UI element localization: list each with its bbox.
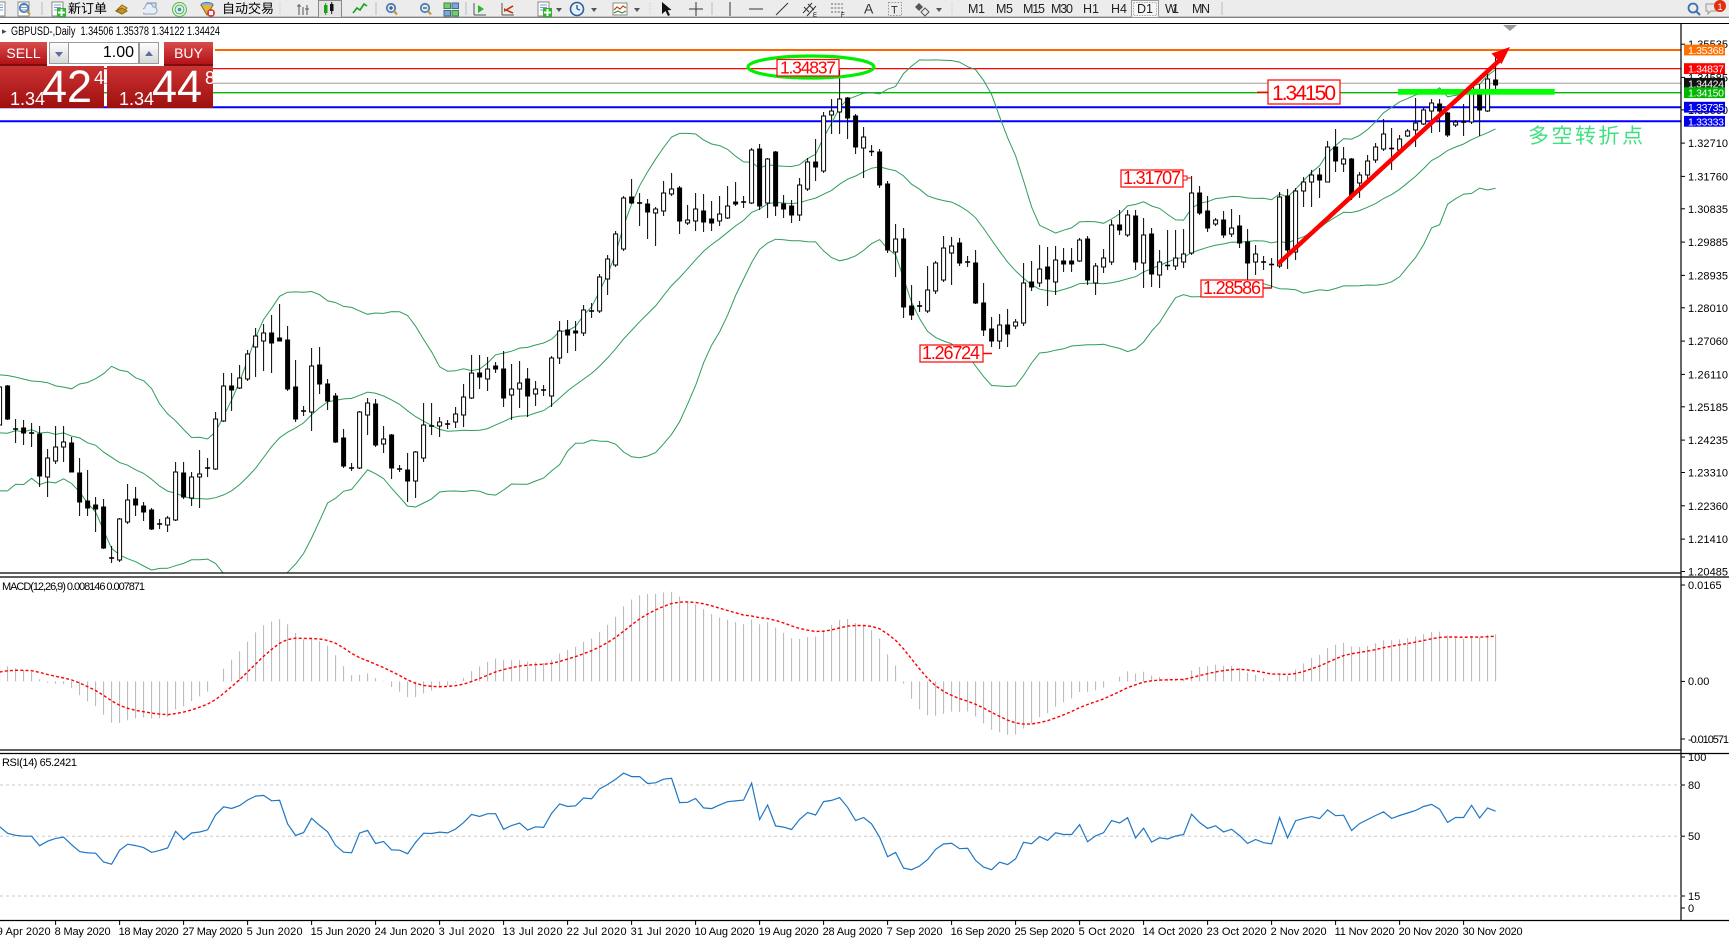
svg-text:29 Apr 2020: 29 Apr 2020 bbox=[0, 926, 51, 938]
svg-text:1.20485: 1.20485 bbox=[1688, 567, 1728, 579]
svg-text:1.34150: 1.34150 bbox=[1688, 88, 1724, 100]
svg-text:24 Jun 2020: 24 Jun 2020 bbox=[375, 926, 435, 938]
svg-text:M5: M5 bbox=[996, 2, 1013, 16]
svg-text:15 Jun 2020: 15 Jun 2020 bbox=[311, 926, 371, 938]
svg-text:16 Sep 2020: 16 Sep 2020 bbox=[951, 926, 1011, 938]
svg-text:1.33735: 1.33735 bbox=[1688, 102, 1724, 114]
svg-text:1.34837: 1.34837 bbox=[1688, 64, 1724, 76]
svg-text:1.22360: 1.22360 bbox=[1688, 501, 1728, 513]
svg-text:1.34150: 1.34150 bbox=[1272, 82, 1336, 105]
svg-text:M1: M1 bbox=[968, 2, 985, 16]
svg-text:27 May 2020: 27 May 2020 bbox=[183, 926, 243, 938]
svg-text:3 Jul 2020: 3 Jul 2020 bbox=[439, 926, 495, 938]
svg-text:1.26110: 1.26110 bbox=[1688, 369, 1728, 381]
svg-text:0: 0 bbox=[1688, 903, 1694, 915]
svg-text:1.33333: 1.33333 bbox=[1688, 116, 1724, 128]
svg-text:1.31707: 1.31707 bbox=[1123, 168, 1181, 188]
svg-text:T: T bbox=[891, 5, 898, 17]
svg-text:13 Jul 2020: 13 Jul 2020 bbox=[503, 926, 563, 938]
svg-text:31 Jul 2020: 31 Jul 2020 bbox=[631, 926, 691, 938]
svg-text:28 Aug 2020: 28 Aug 2020 bbox=[823, 926, 883, 938]
svg-text:1.26724: 1.26724 bbox=[922, 343, 980, 363]
svg-text:1.24235: 1.24235 bbox=[1688, 435, 1728, 447]
svg-text:RSI(14) 65.2421: RSI(14) 65.2421 bbox=[2, 757, 77, 769]
svg-text:10 Aug 2020: 10 Aug 2020 bbox=[695, 926, 755, 938]
svg-text:80: 80 bbox=[1688, 780, 1700, 792]
svg-text:1: 1 bbox=[1718, 2, 1723, 12]
svg-text:H4: H4 bbox=[1111, 2, 1127, 16]
svg-text:1.28935: 1.28935 bbox=[1688, 270, 1728, 282]
svg-text:E: E bbox=[813, 13, 817, 18]
svg-text:7 Sep 2020: 7 Sep 2020 bbox=[887, 926, 943, 938]
svg-text:18 May 2020: 18 May 2020 bbox=[119, 926, 179, 938]
svg-text:8 May 2020: 8 May 2020 bbox=[55, 926, 111, 938]
svg-text:2 Nov 2020: 2 Nov 2020 bbox=[1271, 926, 1327, 938]
svg-text:MACD(12,26,9) 0.008146 0.00787: MACD(12,26,9) 0.008146 0.007871 bbox=[2, 581, 145, 593]
svg-text:0.0165: 0.0165 bbox=[1688, 580, 1722, 592]
svg-text:-0.010571: -0.010571 bbox=[1688, 734, 1729, 746]
svg-text:1.31760: 1.31760 bbox=[1688, 171, 1728, 183]
svg-text:1.21410: 1.21410 bbox=[1688, 534, 1728, 546]
svg-text:11 Nov 2020: 11 Nov 2020 bbox=[1335, 926, 1395, 938]
svg-text:1.34837: 1.34837 bbox=[780, 58, 836, 78]
svg-text:F: F bbox=[841, 13, 845, 18]
svg-text:14 Oct 2020: 14 Oct 2020 bbox=[1143, 926, 1203, 938]
svg-text:MN: MN bbox=[1192, 2, 1210, 16]
svg-text:H1: H1 bbox=[1083, 2, 1099, 16]
svg-text:1.25185: 1.25185 bbox=[1688, 402, 1728, 414]
svg-text:5 Jun 2020: 5 Jun 2020 bbox=[247, 926, 303, 938]
svg-text:20 Nov 2020: 20 Nov 2020 bbox=[1399, 926, 1459, 938]
svg-text:1.27060: 1.27060 bbox=[1688, 336, 1728, 348]
svg-text:GBPUSD-,Daily 1.34506 1.35378: GBPUSD-,Daily 1.34506 1.35378 1.34122 1.… bbox=[11, 26, 220, 38]
svg-text:1.23310: 1.23310 bbox=[1688, 468, 1728, 480]
svg-text:5 Oct 2020: 5 Oct 2020 bbox=[1079, 926, 1135, 938]
svg-text:1.29885: 1.29885 bbox=[1688, 237, 1728, 249]
svg-text:15: 15 bbox=[1688, 891, 1700, 903]
svg-text:1.32710: 1.32710 bbox=[1688, 138, 1728, 150]
svg-text:M30: M30 bbox=[1051, 2, 1073, 16]
svg-text:23 Oct 2020: 23 Oct 2020 bbox=[1207, 926, 1267, 938]
svg-text:22 Jul 2020: 22 Jul 2020 bbox=[567, 926, 627, 938]
svg-text:19 Aug 2020: 19 Aug 2020 bbox=[759, 926, 819, 938]
svg-text:D1: D1 bbox=[1137, 2, 1153, 16]
svg-text:1.35368: 1.35368 bbox=[1688, 45, 1724, 57]
svg-text:1.30835: 1.30835 bbox=[1688, 204, 1728, 216]
svg-text:W1: W1 bbox=[1165, 2, 1179, 16]
svg-text:1.28010: 1.28010 bbox=[1688, 303, 1728, 315]
svg-text:30 Nov 2020: 30 Nov 2020 bbox=[1463, 926, 1523, 938]
svg-text:0.00: 0.00 bbox=[1688, 676, 1709, 688]
svg-text:100: 100 bbox=[1688, 752, 1706, 764]
svg-text:A: A bbox=[864, 1, 874, 17]
svg-text:25 Sep 2020: 25 Sep 2020 bbox=[1015, 926, 1075, 938]
svg-text:50: 50 bbox=[1688, 831, 1700, 843]
svg-text:M15: M15 bbox=[1023, 2, 1045, 16]
svg-text:▸: ▸ bbox=[2, 26, 7, 36]
svg-text:1.28586: 1.28586 bbox=[1203, 278, 1261, 298]
